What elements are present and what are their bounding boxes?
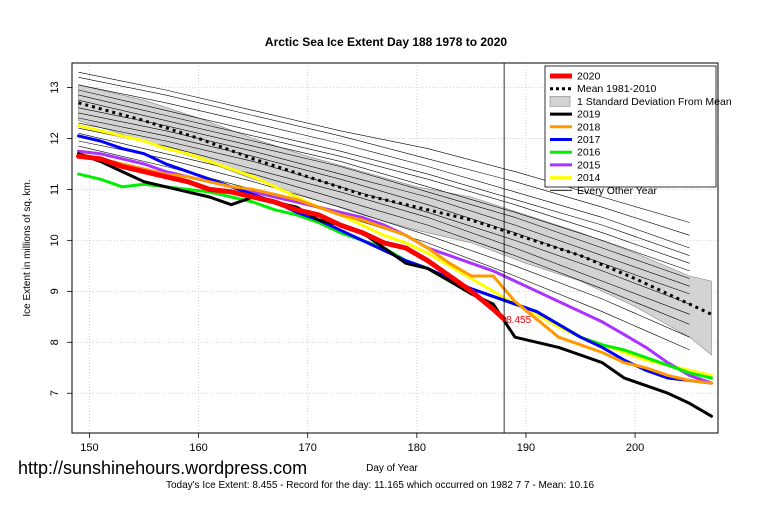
every-other-year-line [78, 133, 690, 325]
legend-label: Every Other Year [577, 185, 657, 197]
x-tick-label: 170 [299, 442, 317, 454]
legend-label: 2019 [577, 109, 601, 121]
y-axis-label: Ice Extent in millions of sq. km. [22, 179, 33, 316]
legend-label: 2020 [577, 71, 601, 83]
every-other-year-line [78, 127, 690, 315]
series-line-2020 [76, 153, 507, 322]
year-series [76, 124, 713, 418]
x-axis-ticks: 150 160 170 180 190 200 [80, 433, 644, 454]
plot-frame [71, 62, 719, 434]
footer-note: Today's Ice Extent: 8.455 - Record for t… [165, 480, 595, 491]
series-line-2019 [77, 152, 713, 418]
legend-swatch-band [549, 96, 571, 107]
marker-value-label: 8.455 [506, 315, 531, 326]
legend-label: 2014 [577, 172, 601, 184]
y-tick-label: 9 [49, 288, 61, 294]
y-tick-label: 10 [49, 234, 61, 246]
current-day-marker: 8.455 [503, 63, 532, 433]
y-tick-label: 11 [49, 184, 61, 195]
every-other-year-line [78, 140, 690, 338]
legend-label: Mean 1981-2010 [577, 83, 657, 95]
legend-label: 2017 [577, 134, 601, 146]
legend-label: 2018 [577, 121, 601, 133]
every-other-year-line [78, 71, 690, 223]
y-tick-label: 7 [49, 390, 61, 396]
every-other-year-line [78, 94, 690, 264]
y-tick-label: 8 [49, 339, 61, 345]
watermark-url: http://sunshinehours.wordpress.com [18, 458, 308, 478]
legend-label: 2016 [577, 147, 601, 159]
legend-label: 1 Standard Deviation From Mean [577, 96, 732, 108]
x-axis-label: Day of Year [366, 463, 418, 474]
every-other-year-line [78, 107, 690, 279]
every-other-year-line [78, 89, 690, 256]
legend-box [544, 65, 717, 188]
y-axis-ticks: 7 8 9 10 11 12 13 [49, 81, 72, 396]
every-other-year-line [78, 122, 690, 305]
y-tick-label: 12 [49, 132, 61, 144]
every-other-year-line [78, 99, 690, 272]
chart-title: Arctic Sea Ice Extent Day 188 1978 to 20… [265, 35, 507, 49]
every-other-year-line [78, 84, 690, 249]
series-line-2018 [77, 152, 713, 385]
x-tick-label: 180 [408, 442, 426, 454]
every-other-year-line [78, 112, 690, 287]
every-other-year-line [78, 77, 690, 236]
x-tick-label: 190 [517, 442, 535, 454]
legend-label: 2015 [577, 159, 601, 171]
y-tick-label: 13 [49, 81, 61, 93]
x-tick-label: 160 [189, 442, 207, 454]
every-other-year-lines [78, 71, 690, 351]
x-tick-label: 150 [80, 442, 98, 454]
x-tick-label: 200 [626, 442, 644, 454]
